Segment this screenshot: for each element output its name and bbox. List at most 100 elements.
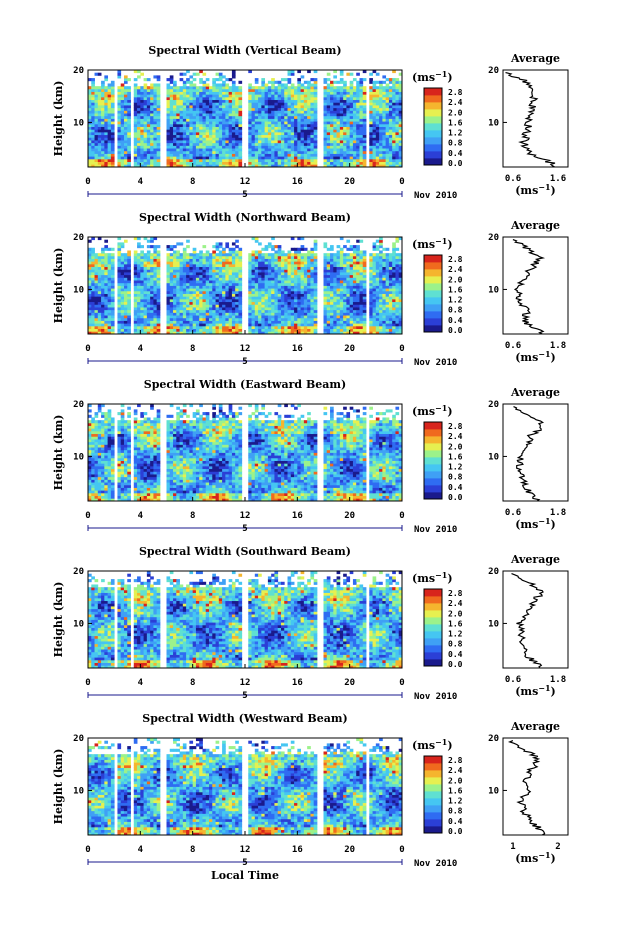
heatmap-cell [346, 164, 351, 168]
heatmap-cell [186, 86, 190, 90]
heatmap-cell [284, 88, 288, 92]
heatmap-cell [176, 142, 180, 146]
heatmap-cell [346, 91, 351, 95]
heatmap-cell [225, 315, 230, 319]
heatmap-cell [228, 137, 233, 141]
heatmap-cell [372, 158, 377, 163]
heatmap-cell [310, 99, 315, 103]
heatmap-cell [398, 113, 403, 117]
heatmap-cell [153, 75, 158, 79]
heatmap-cell [267, 102, 272, 106]
heatmap-cell [143, 304, 148, 308]
heatmap-cell [202, 153, 207, 157]
heatmap-cell [146, 320, 151, 324]
heatmap-cell [280, 331, 285, 335]
heatmap-cell [218, 75, 223, 79]
heatmap-cell [212, 91, 216, 95]
heatmap-cell [300, 274, 305, 278]
heatmap-cell [287, 309, 292, 313]
heatmap-cell [182, 131, 187, 136]
heatmap-cell [117, 113, 122, 117]
heatmap-cell [385, 164, 390, 168]
heatmap-cell [88, 320, 92, 324]
heatmap-cell [290, 237, 295, 241]
heatmap-cell [392, 94, 396, 98]
heatmap-cell [212, 280, 216, 284]
heatmap-cell [313, 245, 318, 249]
heatmap-cell [228, 312, 233, 316]
heatmap-cell [310, 161, 315, 165]
heatmap-cell [212, 258, 216, 262]
heatmap-cell [123, 131, 128, 136]
heatmap-cell [166, 280, 171, 284]
heatmap-cell [330, 102, 334, 106]
heatmap-cell [110, 323, 115, 327]
heatmap-cell [88, 86, 92, 90]
heatmap-cell [199, 312, 203, 316]
heatmap-cell [212, 131, 216, 136]
heatmap-cell [195, 110, 200, 114]
heatmap-cell [238, 328, 243, 332]
heatmap-cell [310, 150, 315, 154]
heatmap-cell [238, 280, 243, 284]
heatmap-cell [123, 102, 128, 106]
heatmap-cell [133, 237, 138, 241]
heatmap-cell [343, 113, 347, 117]
heatmap-cell [225, 102, 230, 106]
heatmap-cell [307, 70, 311, 74]
heatmap-cell [117, 242, 122, 246]
heatmap-cell [343, 121, 347, 125]
heatmap-cell [104, 113, 109, 117]
heatmap-cell [179, 91, 184, 95]
heatmap-cell [271, 309, 275, 313]
heatmap-cell [379, 113, 383, 117]
heatmap-cell [294, 137, 298, 141]
heatmap-cell [104, 304, 109, 308]
heatmap-cell [277, 118, 282, 122]
heatmap-cell [173, 272, 177, 276]
heatmap-cell [182, 107, 187, 111]
heatmap-cell [375, 94, 380, 98]
heatmap-cell [369, 148, 373, 152]
heatmap-cell [153, 325, 158, 330]
heatmap-cell [91, 253, 95, 257]
heatmap-cell [110, 158, 115, 163]
heatmap-cell [307, 290, 311, 294]
heatmap-cell [222, 156, 226, 160]
heatmap-cell [150, 315, 154, 319]
heatmap-cell [104, 272, 109, 276]
heatmap-cell [143, 317, 148, 321]
heatmap-cell [189, 140, 194, 144]
heatmap-cell [261, 99, 266, 103]
heatmap-cell [182, 253, 187, 257]
heatmap-cell [88, 272, 92, 276]
average-title: Average [510, 52, 560, 65]
heatmap-cell [248, 290, 252, 294]
colorbar-tick-label: 2.0 [448, 108, 463, 117]
heatmap-cell [392, 150, 396, 154]
heatmap-cell [228, 296, 233, 300]
heatmap-cell [140, 288, 144, 292]
heatmap-cell [294, 158, 298, 163]
heatmap-cell [143, 323, 148, 327]
heatmap-cell [297, 158, 301, 163]
heatmap-cell [192, 285, 197, 289]
heatmap-cell [218, 298, 223, 303]
heatmap-cell [248, 96, 252, 101]
heatmap-cell [186, 102, 190, 106]
heatmap-cell [277, 80, 282, 84]
heatmap-cell [182, 153, 187, 157]
heatmap-cell [388, 137, 393, 141]
heatmap-cell [101, 290, 105, 294]
heatmap-cell [267, 88, 272, 92]
heatmap-cell [297, 113, 301, 117]
heatmap-cell [372, 121, 377, 125]
heatmap-cell [375, 126, 380, 130]
heatmap-cell [235, 277, 239, 281]
heatmap-cell [238, 255, 243, 259]
heatmap-cell [264, 91, 269, 95]
heatmap-cell [267, 277, 272, 281]
heatmap-cell [310, 285, 315, 289]
heatmap-cell [235, 325, 239, 330]
heatmap-cell [199, 296, 203, 300]
